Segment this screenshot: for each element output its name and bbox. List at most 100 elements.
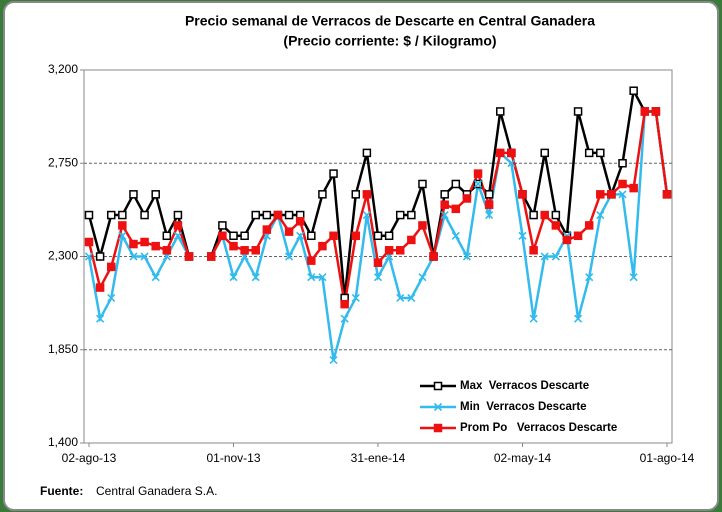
point <box>307 231 316 241</box>
point <box>118 221 127 230</box>
point <box>529 246 538 255</box>
point <box>229 273 238 282</box>
point <box>518 231 527 240</box>
point <box>484 190 494 199</box>
legend-label: Prom Po Verracos Descarte <box>460 422 617 434</box>
point <box>106 210 116 220</box>
point <box>118 231 127 240</box>
point <box>340 299 349 309</box>
point <box>340 314 349 323</box>
point <box>573 231 583 241</box>
point <box>662 190 672 199</box>
point <box>584 148 594 158</box>
point <box>518 190 527 199</box>
point <box>173 210 183 220</box>
point <box>496 148 505 158</box>
point <box>318 241 327 251</box>
point <box>585 273 594 282</box>
point <box>629 183 638 193</box>
point <box>373 258 383 267</box>
point <box>373 273 383 282</box>
point <box>129 252 138 261</box>
point <box>551 221 561 230</box>
point <box>395 210 405 220</box>
point <box>218 221 227 230</box>
point <box>362 210 371 220</box>
point <box>118 210 127 220</box>
point <box>651 107 661 116</box>
point <box>484 200 494 209</box>
point <box>307 256 316 265</box>
point <box>140 252 149 261</box>
point <box>551 252 560 261</box>
x-tick-label: 01-ago-14 <box>640 451 695 465</box>
x-tick-label: 02-ago-13 <box>62 451 117 465</box>
point <box>162 231 172 241</box>
point <box>295 217 305 226</box>
legend-label: Min Verracos Descarte <box>460 401 587 413</box>
point <box>229 241 238 251</box>
point <box>285 252 294 261</box>
point <box>440 190 449 199</box>
point <box>307 273 316 282</box>
point <box>351 293 360 303</box>
point <box>507 159 516 168</box>
y-tick-label: 2,750 <box>48 155 78 169</box>
legend-marker <box>433 402 443 412</box>
point <box>418 221 427 230</box>
point <box>318 190 327 199</box>
point <box>184 252 194 261</box>
point <box>95 283 105 292</box>
point <box>407 235 416 245</box>
point <box>407 293 416 303</box>
point <box>262 225 272 234</box>
point <box>540 210 549 220</box>
chart-title: Precio semanal de Verracos de Descarte e… <box>185 13 595 29</box>
source-label: Fuente: <box>40 484 83 498</box>
point <box>129 190 138 199</box>
point <box>362 190 372 199</box>
point <box>418 273 427 282</box>
y-tick-label: 3,200 <box>48 62 78 76</box>
point <box>440 200 449 209</box>
point <box>273 210 283 220</box>
point <box>251 210 260 220</box>
point <box>107 293 116 303</box>
point <box>529 314 538 323</box>
point <box>618 190 627 199</box>
point <box>251 246 260 255</box>
point <box>351 190 361 199</box>
point <box>84 252 94 261</box>
point <box>284 210 294 220</box>
point <box>473 179 483 189</box>
point <box>329 169 338 178</box>
point <box>596 148 605 158</box>
point <box>596 210 605 220</box>
point <box>485 210 494 220</box>
point <box>362 148 372 158</box>
point <box>451 231 460 240</box>
point <box>106 262 116 272</box>
point <box>451 179 461 189</box>
point <box>151 190 160 199</box>
point <box>129 239 138 249</box>
point <box>540 252 549 261</box>
point <box>640 107 650 116</box>
point <box>229 231 238 241</box>
point <box>429 252 438 261</box>
point <box>329 231 338 241</box>
legend-label: Max Verracos Descarte <box>460 380 589 392</box>
point <box>551 210 561 220</box>
point <box>207 252 216 261</box>
point <box>251 273 260 282</box>
point <box>162 246 172 255</box>
point <box>151 273 160 282</box>
point <box>151 241 160 251</box>
point <box>584 221 594 230</box>
point <box>173 221 183 230</box>
point <box>529 210 538 220</box>
y-tick-label: 1,850 <box>48 342 78 356</box>
point <box>329 356 338 365</box>
point <box>240 246 249 255</box>
